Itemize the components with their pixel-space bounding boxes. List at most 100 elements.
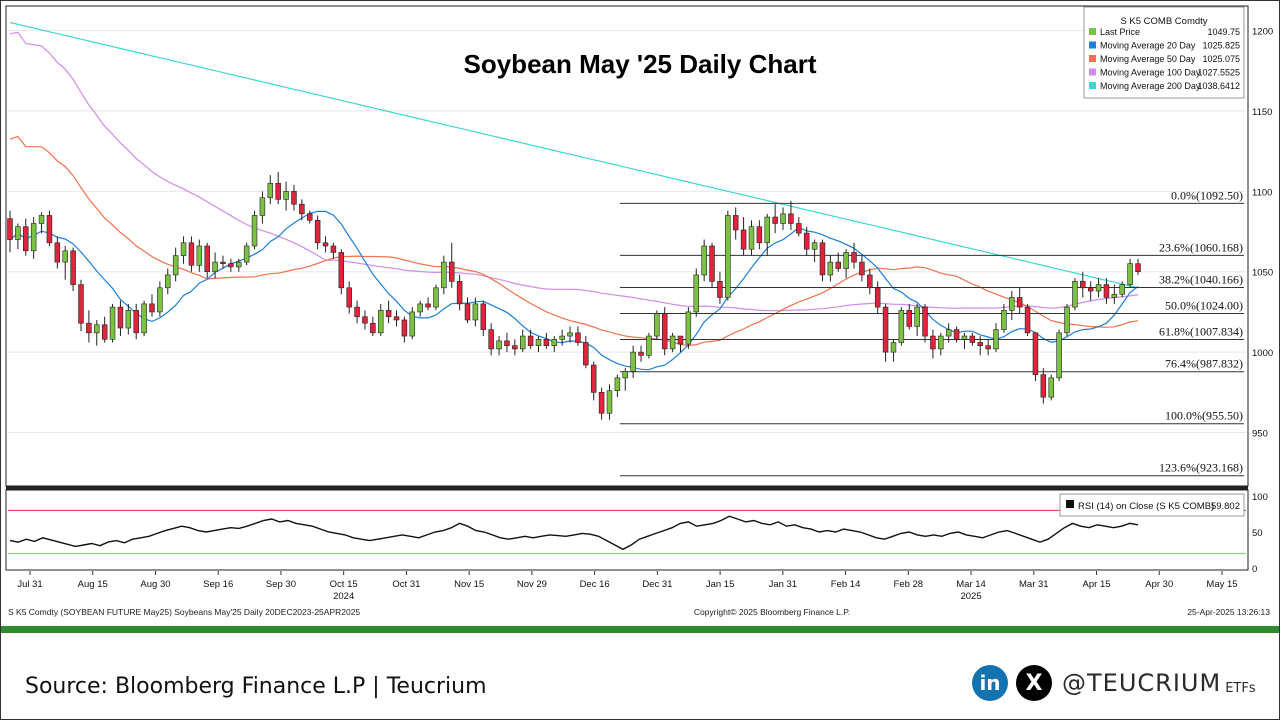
candle-body (519, 335, 526, 350)
legend-swatch (1089, 28, 1096, 35)
x-tick-label: Dec 31 (642, 579, 672, 590)
candle-body (1111, 293, 1118, 298)
candle-body (354, 306, 360, 318)
candle-body (417, 303, 423, 313)
candle-body (157, 287, 163, 313)
legend-label: Moving Average 20 Day (1100, 41, 1196, 51)
candle-body (70, 250, 76, 285)
candle-body (701, 245, 707, 276)
candle-body (78, 284, 84, 324)
candle-body (385, 310, 392, 318)
ma-200-line (9, 21, 1139, 289)
candle-body (291, 191, 297, 205)
candle-body (441, 261, 447, 289)
y-tick-label: 1150 (1252, 107, 1272, 118)
x-tick-label: Sep 16 (203, 579, 233, 590)
candle-body (575, 332, 581, 343)
candle-body (425, 303, 431, 308)
fib-level-label: 61.8%(1007.834) (1159, 325, 1243, 339)
candle-body (15, 226, 21, 240)
candle-body (267, 182, 274, 199)
x-twitter-icon[interactable]: X (1016, 665, 1052, 701)
candle-body (819, 242, 826, 276)
candle-body (1001, 310, 1007, 330)
rsi-panel: 0 50 100 (8, 492, 1268, 575)
candle-body (330, 245, 337, 253)
y-tick-label: 1100 (1252, 187, 1272, 198)
candle-body (401, 319, 408, 337)
x-tick-label: Feb 28 (894, 579, 924, 590)
brand-footer-bar (0, 626, 1280, 633)
y-tick-label: 1000 (1252, 348, 1273, 359)
candle-body (961, 335, 968, 340)
price-y-ticks: 950 1000 1050 1100 1150 1200 (1252, 27, 1273, 440)
moving-averages (9, 21, 1139, 371)
legend-label: Moving Average 100 Day (1100, 68, 1201, 78)
fibonacci-levels: 0.0%(1092.50) 23.6%(1060.168) 38.2%(1040.1… (620, 188, 1244, 477)
candle-body (220, 261, 226, 264)
legend-swatch (1089, 82, 1096, 89)
candle-body (646, 335, 652, 356)
candle-body (1048, 377, 1054, 398)
rsi-y-tick-label: 0 (1252, 564, 1257, 575)
candle-body (307, 213, 313, 221)
candles (7, 172, 1141, 420)
candle-body (598, 392, 605, 414)
x-tick-label: Jan 31 (769, 579, 798, 590)
footer-security-info: S K5 Comdty (SOYBEAN FUTURE May25) Soybe… (8, 607, 360, 617)
rsi-legend-label: RSI (14) on Close (S K5 COMB) (1078, 501, 1214, 512)
candle-body (559, 335, 565, 340)
candle-body (1032, 332, 1039, 375)
candle-body (456, 281, 463, 305)
candle-body (259, 197, 266, 216)
rsi-panel-frame (5, 489, 1249, 571)
candle-body (685, 311, 692, 345)
candle-body (149, 303, 155, 313)
handle-suffix: ETFs (1225, 680, 1256, 696)
y-tick-label: 950 (1252, 429, 1268, 440)
footer-copyright: Copyright© 2025 Bloomberg Finance L.P. (694, 607, 850, 617)
candle-body (1056, 332, 1062, 379)
candle-body (551, 338, 558, 347)
candle-body (62, 250, 68, 263)
bloomberg-chart: 0.0%(1092.50) 23.6%(1060.168) 38.2%(1040.1… (5, 5, 1274, 617)
legend-value: 1025.075 (1202, 54, 1240, 64)
y-tick-label: 1050 (1252, 268, 1273, 279)
fib-level-label: 50.0%(1024.00) (1165, 299, 1243, 313)
rsi-y-tick-label: 100 (1252, 492, 1268, 503)
rsi-legend-box (1059, 493, 1245, 517)
legend-label: Moving Average 50 Day (1100, 54, 1196, 64)
candle-body (709, 245, 715, 282)
candle-body (930, 335, 936, 350)
x-tick-label: Apr 15 (1083, 579, 1111, 590)
candle-body (756, 226, 763, 244)
candle-body (725, 215, 731, 298)
panel-separator (6, 486, 1248, 490)
x-tick-label: Oct 31 (392, 579, 420, 590)
candle-body (1009, 297, 1015, 311)
candle-body (985, 345, 991, 350)
candle-body (693, 274, 700, 313)
candle-body (1016, 297, 1023, 308)
chart-title: Soybean May '25 Daily Chart (464, 49, 817, 79)
candle-body (393, 316, 400, 321)
candle-body (654, 313, 660, 337)
candle-body (512, 345, 518, 350)
candle-body (504, 340, 510, 347)
x-tick-label: Aug 30 (140, 579, 170, 590)
candle-body (811, 242, 818, 250)
social-handle[interactable]: @TEUCRIUM (1062, 669, 1222, 697)
linkedin-icon[interactable]: in (972, 665, 1008, 701)
x-tick-label: Jul 31 (17, 579, 42, 590)
candle-body (133, 310, 139, 334)
candle-body (7, 218, 13, 240)
legend-label: Last Price (1100, 27, 1140, 37)
fib-level-label: 0.0%(1092.50) (1171, 188, 1243, 202)
candle-body (109, 306, 116, 340)
candle-body (1072, 281, 1078, 308)
legend-swatch (1089, 68, 1096, 76)
candle-body (638, 351, 644, 356)
candle-body (338, 252, 345, 289)
candle-body (882, 306, 889, 353)
candle-body (1127, 263, 1133, 285)
